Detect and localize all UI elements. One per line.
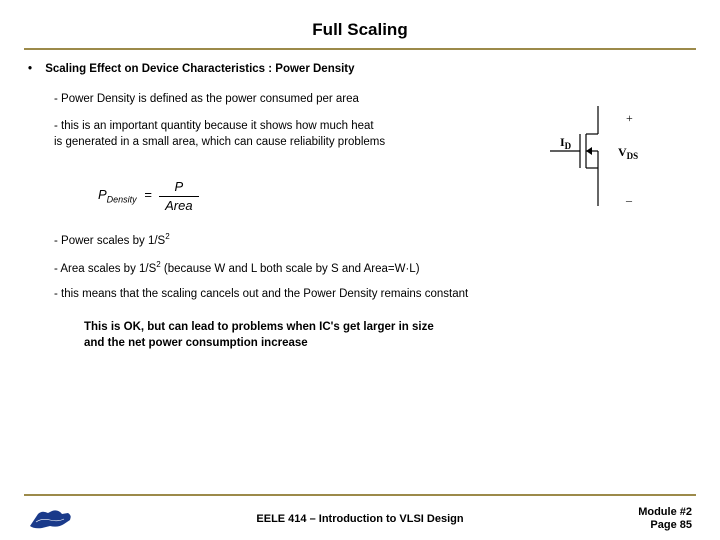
formula-lhs: PDensity bbox=[98, 187, 140, 202]
line-ok: This is OK, but can lead to problems whe… bbox=[84, 320, 692, 351]
section-heading: • Scaling Effect on Device Characteristi… bbox=[28, 62, 692, 78]
slide-title: Full Scaling bbox=[0, 0, 720, 48]
label-vds: VDS bbox=[618, 145, 638, 161]
area-scale-tail: (because W and L both scale by S and Are… bbox=[161, 262, 420, 274]
label-plus: + bbox=[626, 111, 633, 125]
formula-den: Area bbox=[159, 197, 198, 215]
area-scale-text: - Area scales by 1/S bbox=[54, 262, 156, 274]
line-ok-1: This is OK, but can lead to problems whe… bbox=[84, 321, 434, 333]
power-scale-text: - Power scales by 1/S bbox=[54, 235, 165, 247]
top-rule bbox=[24, 48, 696, 50]
line-cancel: - this means that the scaling cancels ou… bbox=[54, 287, 692, 303]
line-pd-def: - Power Density is defined as the power … bbox=[54, 92, 692, 108]
bullet-dot: • bbox=[28, 62, 42, 78]
line-important-1: - this is an important quantity because … bbox=[54, 120, 374, 132]
formula-lhs-p: P bbox=[98, 187, 107, 202]
mosfet-symbol: ID + VDS – bbox=[536, 106, 656, 216]
mosfet-svg: ID + VDS – bbox=[536, 106, 656, 216]
line-important-2: is generated in a small area, which can … bbox=[54, 136, 385, 148]
footer-course: EELE 414 – Introduction to VLSI Design bbox=[256, 513, 463, 525]
formula-equals: = bbox=[144, 187, 152, 202]
formula-lhs-sub: Density bbox=[107, 195, 137, 205]
bobcat-logo-icon bbox=[28, 508, 74, 530]
footer: EELE 414 – Introduction to VLSI Design M… bbox=[0, 506, 720, 532]
footer-pageinfo: Module #2 Page 85 bbox=[638, 506, 692, 532]
footer-module: Module #2 bbox=[638, 506, 692, 519]
logo bbox=[28, 508, 74, 530]
label-minus: – bbox=[625, 193, 633, 207]
footer-page: Page 85 bbox=[638, 519, 692, 532]
formula-frac: P Area bbox=[159, 178, 198, 214]
formula-num: P bbox=[159, 178, 198, 197]
line-power-scale: - Power scales by 1/S2 bbox=[54, 232, 692, 249]
bottom-rule bbox=[24, 494, 696, 496]
power-exp: 2 bbox=[165, 232, 169, 241]
line-area-scale: - Area scales by 1/S2 (because W and L b… bbox=[54, 260, 692, 277]
label-id: ID bbox=[560, 135, 572, 151]
section-text: Scaling Effect on Device Characteristics… bbox=[45, 63, 354, 75]
line-ok-2: and the net power consumption increase bbox=[84, 337, 308, 349]
